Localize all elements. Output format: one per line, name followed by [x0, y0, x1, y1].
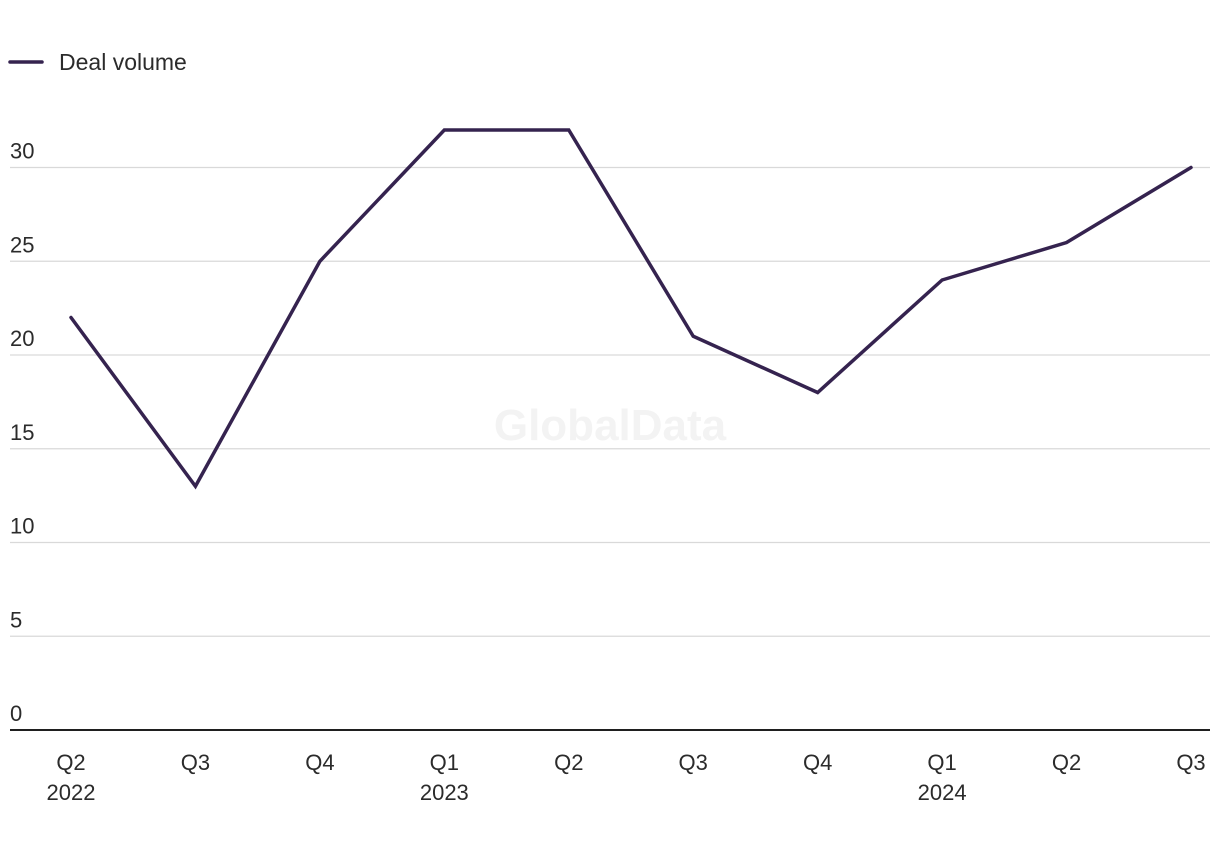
data-point: [69, 316, 73, 320]
x-tick-label-quarter: Q3: [679, 750, 708, 775]
x-tick-label-year: 2023: [420, 780, 469, 805]
data-point: [691, 334, 695, 338]
data-point: [1065, 241, 1069, 245]
x-axis: Q2 2022 Q3 Q4 Q1 2023 Q2 Q3 Q4 Q1 2024 Q2 Q3: [10, 729, 1210, 805]
x-tick-label-quarter: Q4: [803, 750, 832, 775]
y-tick-label-0: 0: [10, 701, 22, 726]
series-lines: [69, 128, 1193, 490]
x-tick-label-quarter: Q2: [56, 750, 85, 775]
data-point: [1189, 166, 1193, 170]
data-point: [193, 484, 197, 488]
data-point: [442, 128, 446, 132]
y-tick-label-30: 30: [10, 139, 34, 164]
y-tick-label-20: 20: [10, 326, 34, 351]
x-tick-label-quarter: Q2: [554, 750, 583, 775]
x-tick-label-quarter: Q3: [1176, 750, 1205, 775]
y-tick-label-5: 5: [10, 607, 22, 632]
watermark-text: GlobalData: [494, 401, 727, 450]
x-tick-label-quarter: Q3: [181, 750, 210, 775]
y-tick-label-10: 10: [10, 514, 34, 539]
y-tick-label-15: 15: [10, 420, 34, 445]
data-point: [567, 128, 571, 132]
data-point: [940, 278, 944, 282]
x-tick-label-year: 2024: [918, 780, 967, 805]
x-tick-label-quarter: Q2: [1052, 750, 1081, 775]
legend-label-deal-volume: Deal volume: [59, 49, 187, 75]
x-tick-label-quarter: Q1: [927, 750, 956, 775]
x-tick-label-year: 2022: [47, 780, 96, 805]
gridlines: [10, 166, 1210, 637]
legend: Deal volume: [8, 49, 187, 75]
series-line-0: [69, 128, 1193, 490]
watermark: GlobalData: [494, 401, 727, 450]
x-tick-label-quarter: Q4: [305, 750, 334, 775]
data-point: [816, 391, 820, 395]
y-axis: 0 5 10 15 20 25 30: [10, 139, 34, 727]
data-point: [318, 259, 322, 263]
x-tick-label-quarter: Q1: [430, 750, 459, 775]
y-tick-label-25: 25: [10, 232, 34, 257]
